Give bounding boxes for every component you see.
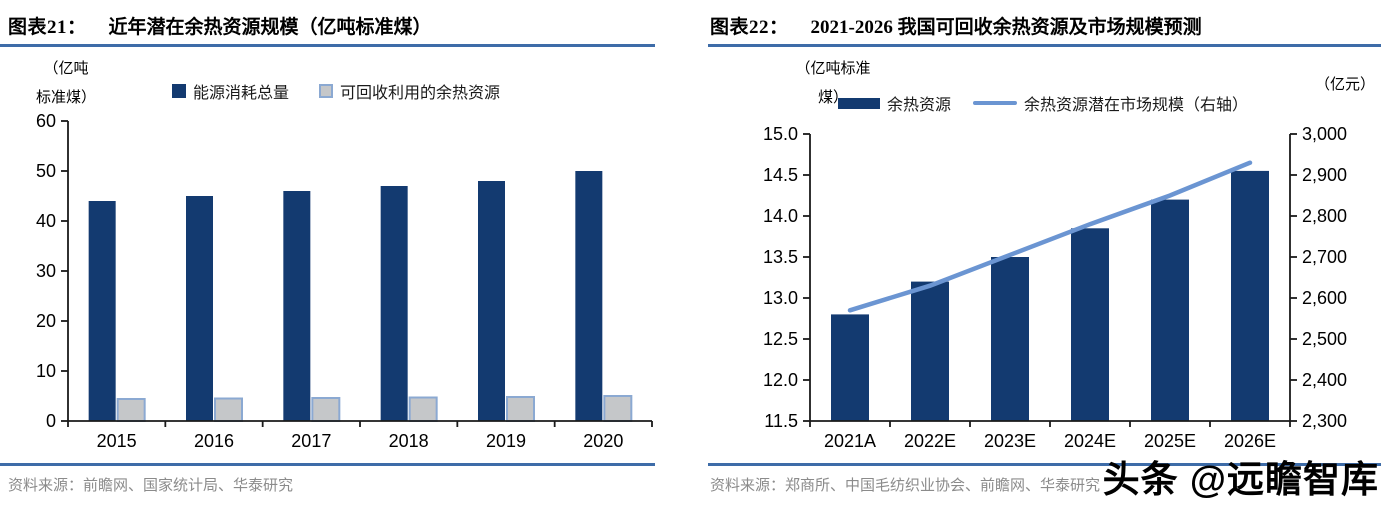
unit-line-2: 标准煤）: [35, 90, 96, 107]
figure-22-title: 2021-2026 我国可回收余热资源及市场规模预测: [810, 17, 1202, 38]
legend-label: 余热资源: [887, 97, 952, 114]
bar-swatch-icon: [319, 84, 334, 98]
svg-text:2,300: 2,300: [1302, 411, 1347, 431]
legend-item: 能源消耗总量: [172, 79, 289, 103]
figure-21-panel: 图表21： 近年潜在余热资源规模（亿吨标准煤） （亿吨 标准煤） 能源消耗总量 可…: [0, 0, 690, 509]
svg-text:3,000: 3,000: [1302, 124, 1347, 144]
title-divider: [708, 44, 1381, 47]
legend-label: 余热资源潜在市场规模（右轴）: [1024, 97, 1249, 114]
svg-text:13.5: 13.5: [763, 247, 798, 267]
left-axis-unit-label: （亿吨 标准煤）: [18, 55, 114, 114]
svg-text:13.0: 13.0: [763, 288, 798, 308]
left-axis-unit-label: （亿吨标准 煤）: [768, 55, 898, 114]
legend-label: 可回收利用的余热资源: [340, 85, 501, 102]
legend-item: 可回收利用的余热资源: [319, 79, 500, 103]
unit-line-1: （亿吨标准: [795, 61, 871, 77]
svg-text:2,800: 2,800: [1302, 206, 1347, 226]
figure-21-bar-chart: 0 10 20 30 40 50 60 2015 2016 2017 2018 2019 2020: [36, 111, 653, 451]
svg-text:2,700: 2,700: [1302, 247, 1347, 267]
legend-item: 余热资源: [838, 91, 951, 115]
title-divider: [0, 44, 655, 47]
svg-text:2015: 2015: [97, 431, 137, 451]
svg-text:10: 10: [36, 361, 56, 381]
figure-22-label: 图表22：: [710, 17, 789, 38]
figure-21-title: 近年潜在余热资源规模（亿吨标准煤）: [108, 17, 432, 38]
legend-label: 能源消耗总量: [193, 85, 290, 102]
watermark: 头条 @远瞻智库: [1102, 459, 1379, 500]
figure-22-header: 图表22： 2021-2026 我国可回收余热资源及市场规模预测: [690, 0, 1381, 44]
svg-text:20: 20: [36, 311, 56, 331]
figure-22-legend: 余热资源 余热资源潜在市场规模（右轴）: [838, 91, 1248, 115]
figure-21-source: 资料来源：前瞻网、国家统计局、华泰研究: [0, 466, 690, 495]
svg-text:2021A: 2021A: [824, 431, 876, 451]
svg-text:2,600: 2,600: [1302, 288, 1347, 308]
legend-item: 余热资源潜在市场规模（右轴）: [973, 91, 1248, 115]
svg-text:2,500: 2,500: [1302, 329, 1347, 349]
bar-swatch-icon: [838, 97, 880, 109]
svg-text:11.5: 11.5: [764, 411, 798, 431]
svg-text:2026E: 2026E: [1224, 431, 1276, 451]
figure-22-chart-area: （亿吨标准 煤） （亿元） 余热资源 余热资源潜在市场规模（右轴） 11.5 12.…: [690, 47, 1381, 459]
svg-text:14.5: 14.5: [763, 165, 798, 185]
bar-swatch-icon: [172, 84, 186, 98]
svg-text:2020: 2020: [583, 431, 623, 451]
svg-text:2023E: 2023E: [984, 431, 1036, 451]
figure-21-chart-area: （亿吨 标准煤） 能源消耗总量 可回收利用的余热资源 0 10 20 30 40 50 60 2…: [0, 47, 690, 459]
figure-22-panel: 图表22： 2021-2026 我国可回收余热资源及市场规模预测 （亿吨标准 煤…: [690, 0, 1381, 509]
svg-text:15.0: 15.0: [763, 124, 798, 144]
figure-22-source: 资料来源：郑商所、中国毛纺织业协会、前瞻网、华泰研究: [690, 466, 1381, 495]
svg-text:60: 60: [36, 111, 56, 131]
svg-text:14.0: 14.0: [763, 206, 798, 226]
svg-text:30: 30: [36, 261, 56, 281]
figure-21-header: 图表21： 近年潜在余热资源规模（亿吨标准煤）: [0, 0, 690, 44]
svg-text:0: 0: [46, 411, 56, 431]
svg-text:2019: 2019: [486, 431, 526, 451]
svg-text:12.5: 12.5: [763, 329, 798, 349]
svg-text:40: 40: [36, 211, 56, 231]
svg-text:2024E: 2024E: [1064, 431, 1116, 451]
source-text: 前瞻网、国家统计局、华泰研究: [83, 477, 294, 494]
svg-text:12.0: 12.0: [763, 370, 798, 390]
svg-text:2017: 2017: [291, 431, 331, 451]
source-divider: [0, 463, 655, 466]
right-axis-unit-label: （亿元）: [1314, 77, 1375, 93]
unit-line-1: （亿吨: [43, 61, 89, 77]
svg-text:2016: 2016: [194, 431, 234, 451]
source-divider: [708, 463, 1381, 466]
figure-21-label: 图表21：: [8, 17, 87, 38]
svg-text:2,900: 2,900: [1302, 165, 1347, 185]
source-label: 资料来源：: [710, 477, 786, 494]
source-label: 资料来源：: [8, 477, 84, 494]
svg-text:2022E: 2022E: [904, 431, 956, 451]
svg-text:2,400: 2,400: [1302, 370, 1347, 390]
svg-text:2018: 2018: [389, 431, 429, 451]
svg-text:50: 50: [36, 161, 56, 181]
figure-21-legend: 能源消耗总量 可回收利用的余热资源: [172, 79, 500, 103]
line-swatch-icon: [973, 101, 1018, 105]
svg-text:2025E: 2025E: [1144, 431, 1196, 451]
figure-22-bar-line-chart: 11.5 12.0 12.5 13.0 13.5 14.0 14.5 15.0 2,300 2,4…: [763, 124, 1347, 451]
source-text: 郑商所、中国毛纺织业协会、前瞻网、华泰研究: [785, 477, 1101, 494]
